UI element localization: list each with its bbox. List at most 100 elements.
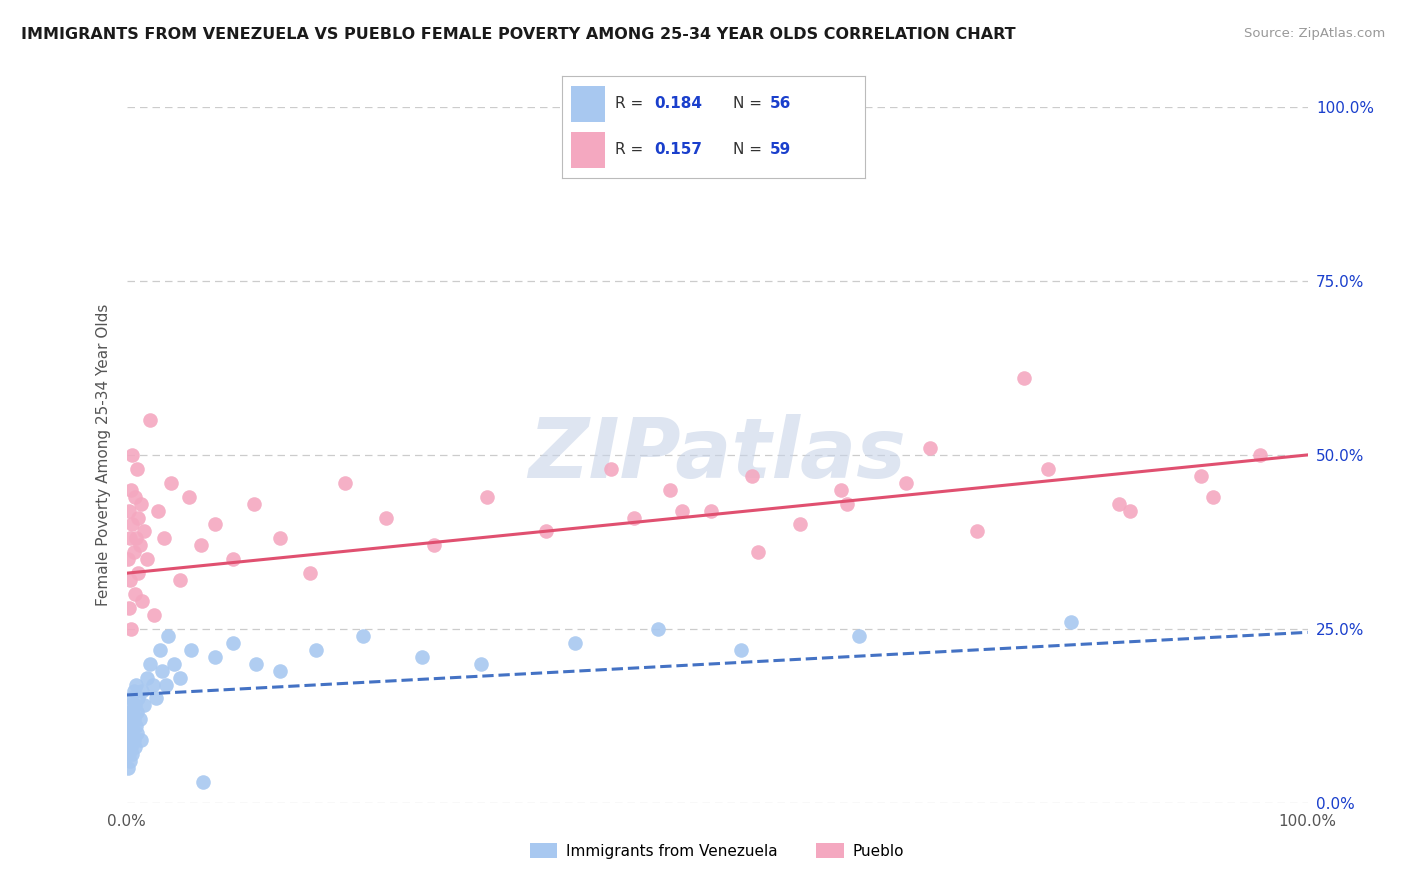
Point <box>269 532 291 546</box>
Point <box>179 490 201 504</box>
Point <box>127 691 149 706</box>
Point <box>1060 615 1083 629</box>
Text: R =: R = <box>616 142 648 157</box>
Point <box>411 649 433 664</box>
Point <box>127 726 149 740</box>
Point <box>333 475 356 490</box>
Point <box>352 629 374 643</box>
Point <box>118 733 141 747</box>
Point <box>1119 503 1142 517</box>
Point <box>117 552 139 566</box>
Point <box>422 538 444 552</box>
Point <box>122 684 145 698</box>
Point <box>127 462 149 476</box>
Point <box>647 622 669 636</box>
Point <box>155 677 177 691</box>
Point <box>120 740 142 755</box>
Text: N =: N = <box>733 142 768 157</box>
Point <box>125 532 148 546</box>
Point <box>599 462 621 476</box>
Point <box>120 573 142 587</box>
Point <box>298 566 321 581</box>
Point <box>169 671 191 685</box>
Point <box>127 706 149 720</box>
Point <box>304 642 326 657</box>
Point <box>269 664 291 678</box>
Point <box>142 607 165 622</box>
Point <box>131 594 153 608</box>
Point <box>1189 468 1212 483</box>
Point <box>658 483 681 497</box>
Point <box>127 510 149 524</box>
Point <box>117 740 139 755</box>
Point <box>121 726 143 740</box>
Point <box>700 503 723 517</box>
Point <box>122 733 145 747</box>
Legend: Immigrants from Venezuela, Pueblo: Immigrants from Venezuela, Pueblo <box>523 837 911 864</box>
Point <box>894 475 917 490</box>
Point <box>830 483 852 497</box>
Text: N =: N = <box>733 96 768 111</box>
Point <box>835 497 858 511</box>
Point <box>118 503 141 517</box>
Point <box>204 649 226 664</box>
Point <box>120 719 142 733</box>
Point <box>118 698 141 713</box>
Point <box>120 733 142 747</box>
Point <box>122 712 145 726</box>
Point <box>120 622 142 636</box>
Point <box>153 532 176 546</box>
Point <box>1202 490 1225 504</box>
Text: Source: ZipAtlas.com: Source: ZipAtlas.com <box>1244 27 1385 40</box>
Point <box>149 642 172 657</box>
Point <box>193 775 215 789</box>
Point <box>122 545 145 559</box>
Point <box>747 545 769 559</box>
Point <box>534 524 557 539</box>
Point <box>118 712 141 726</box>
Text: ZIPatlas: ZIPatlas <box>529 415 905 495</box>
Point <box>150 664 173 678</box>
Point <box>789 517 811 532</box>
Point <box>1249 448 1271 462</box>
Point <box>117 761 139 775</box>
Point <box>127 566 149 581</box>
Point <box>966 524 988 539</box>
Point <box>741 468 763 483</box>
Point <box>730 642 752 657</box>
Text: 59: 59 <box>769 142 790 157</box>
Point <box>475 490 498 504</box>
Point <box>222 636 245 650</box>
Point <box>134 698 156 713</box>
Point <box>139 657 162 671</box>
Point <box>121 448 143 462</box>
Point <box>1036 462 1059 476</box>
Point <box>121 706 143 720</box>
Point <box>118 601 141 615</box>
Point <box>128 538 150 552</box>
Point <box>245 657 267 671</box>
Point <box>243 497 266 511</box>
Point <box>124 698 146 713</box>
Point <box>671 503 693 517</box>
Point <box>139 413 162 427</box>
Point <box>623 510 645 524</box>
Point <box>131 684 153 698</box>
Point <box>124 490 146 504</box>
Text: 0.184: 0.184 <box>655 96 703 111</box>
Point <box>470 657 492 671</box>
Point <box>141 677 163 691</box>
Point <box>117 726 139 740</box>
Point <box>148 503 170 517</box>
Point <box>124 740 146 755</box>
Text: 56: 56 <box>769 96 790 111</box>
Point <box>118 747 141 761</box>
Point <box>120 706 142 720</box>
Point <box>375 510 398 524</box>
Point <box>190 538 212 552</box>
Point <box>180 642 202 657</box>
Point <box>121 517 143 532</box>
Point <box>120 532 142 546</box>
Point <box>120 691 142 706</box>
Point <box>918 441 941 455</box>
